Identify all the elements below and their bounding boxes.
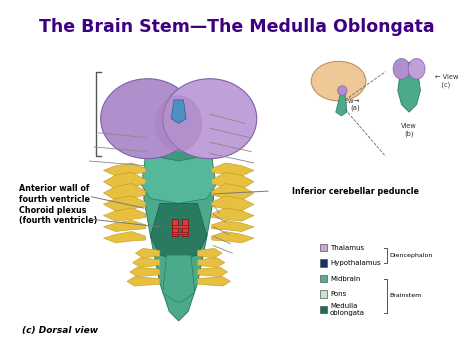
Polygon shape — [198, 277, 230, 286]
Bar — [320, 306, 327, 313]
Polygon shape — [163, 255, 195, 302]
Polygon shape — [198, 267, 228, 277]
Polygon shape — [171, 100, 186, 124]
Bar — [320, 244, 327, 251]
Bar — [172, 232, 188, 234]
Polygon shape — [211, 196, 254, 211]
Text: Inferior cerebellar peduncle: Inferior cerebellar peduncle — [292, 187, 419, 196]
Polygon shape — [103, 232, 146, 243]
Ellipse shape — [311, 61, 366, 101]
Ellipse shape — [408, 58, 425, 79]
Text: (c) Dorsal view: (c) Dorsal view — [22, 326, 98, 335]
Ellipse shape — [163, 79, 257, 159]
Text: Pons: Pons — [330, 291, 346, 297]
Polygon shape — [211, 172, 254, 189]
Polygon shape — [211, 208, 254, 221]
Ellipse shape — [155, 95, 202, 152]
Polygon shape — [136, 249, 160, 258]
Polygon shape — [130, 267, 160, 277]
Text: View
(b): View (b) — [401, 124, 417, 137]
Bar — [182, 219, 188, 236]
Bar — [320, 290, 327, 298]
Polygon shape — [198, 258, 225, 267]
Bar — [320, 259, 327, 267]
Text: The Brain Stem—The Medulla Oblongata: The Brain Stem—The Medulla Oblongata — [39, 18, 435, 36]
Text: ← View
   (c): ← View (c) — [436, 74, 459, 88]
Text: Midbrain: Midbrain — [330, 275, 360, 281]
Text: Diencephalon: Diencephalon — [389, 253, 433, 258]
Polygon shape — [103, 220, 146, 232]
Ellipse shape — [100, 79, 195, 159]
Polygon shape — [336, 93, 347, 116]
Text: Hypothalamus: Hypothalamus — [330, 260, 381, 266]
Polygon shape — [103, 196, 146, 211]
Polygon shape — [103, 208, 146, 221]
Polygon shape — [127, 277, 160, 286]
Polygon shape — [144, 95, 213, 321]
Polygon shape — [398, 62, 420, 112]
Text: Medulla
oblongata: Medulla oblongata — [330, 303, 365, 316]
Text: Anterior wall of
fourth ventricle: Anterior wall of fourth ventricle — [19, 184, 90, 204]
Text: Choroid plexus
(fourth ventricle): Choroid plexus (fourth ventricle) — [19, 206, 97, 225]
Text: View→
(a): View→ (a) — [337, 98, 360, 112]
Polygon shape — [211, 232, 254, 243]
Polygon shape — [211, 184, 254, 200]
Bar — [172, 225, 188, 228]
Polygon shape — [141, 156, 216, 203]
Text: Thalamus: Thalamus — [330, 245, 364, 251]
Bar — [172, 219, 178, 236]
Polygon shape — [211, 220, 254, 232]
Polygon shape — [198, 249, 222, 258]
Polygon shape — [150, 203, 207, 260]
Ellipse shape — [174, 105, 183, 113]
Polygon shape — [103, 184, 146, 200]
Ellipse shape — [393, 58, 410, 79]
Polygon shape — [211, 163, 254, 176]
Polygon shape — [103, 172, 146, 189]
Ellipse shape — [337, 86, 347, 95]
Polygon shape — [133, 258, 160, 267]
Text: Brainstem: Brainstem — [389, 293, 421, 298]
Polygon shape — [146, 95, 211, 161]
Bar — [320, 275, 327, 282]
Polygon shape — [103, 163, 146, 176]
